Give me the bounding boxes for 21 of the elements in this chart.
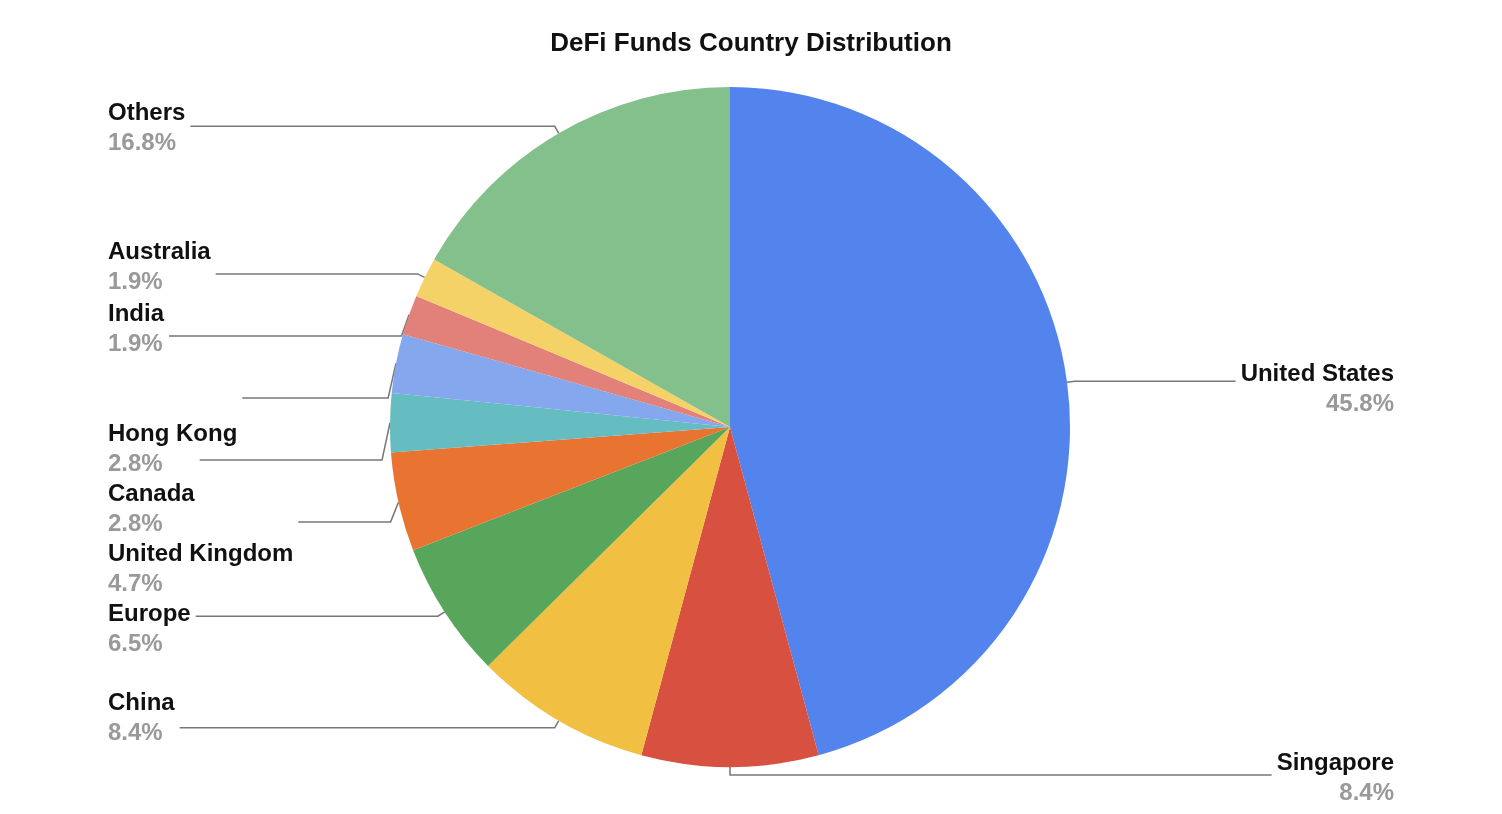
data-label: 45.8% (1325, 388, 1394, 416)
slice-label: Others (108, 97, 186, 125)
chart-title: DeFi Funds Country Distribution (550, 27, 952, 57)
slice-label: Canada (108, 478, 196, 506)
data-label: 4.7% (108, 568, 163, 596)
data-label: 8.4% (1339, 777, 1394, 805)
slice-label: China (108, 687, 176, 715)
data-label: 6.5% (108, 628, 163, 656)
slice-label: Europe (108, 598, 191, 626)
data-label: 1.9% (108, 267, 163, 294)
slice-label: United Kingdom (108, 538, 294, 566)
data-label: 2.8% (108, 448, 163, 476)
slice-label: India (108, 298, 165, 326)
data-label: 1.9% (108, 328, 163, 356)
slice-label: Australia (108, 237, 212, 264)
slice-label: Hong Kong (108, 418, 238, 446)
slice-label: Singapore (1276, 747, 1394, 775)
data-label: 2.8% (108, 508, 163, 536)
data-label: 8.4% (108, 717, 163, 745)
slice-label: United States (1240, 358, 1394, 386)
data-label: 16.8% (108, 127, 177, 155)
